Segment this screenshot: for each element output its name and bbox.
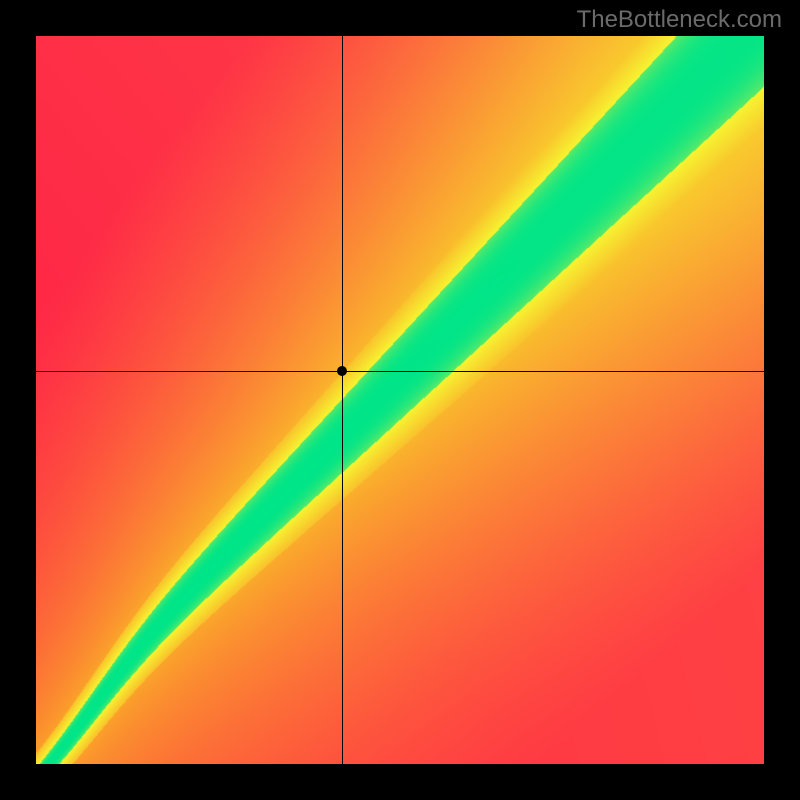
chart-container: TheBottleneck.com bbox=[0, 0, 800, 800]
heatmap-plot bbox=[36, 36, 764, 764]
crosshair-vertical bbox=[342, 36, 343, 764]
crosshair-horizontal bbox=[36, 371, 764, 372]
crosshair-point bbox=[337, 366, 347, 376]
watermark-text: TheBottleneck.com bbox=[577, 6, 782, 34]
heatmap-canvas bbox=[36, 36, 764, 764]
